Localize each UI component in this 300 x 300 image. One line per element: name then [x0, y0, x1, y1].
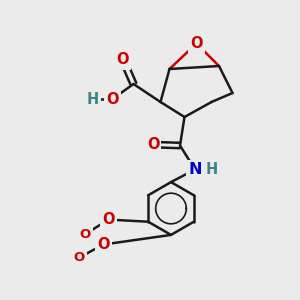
- Text: H: H: [87, 92, 99, 106]
- Text: O: O: [102, 212, 115, 227]
- Text: O: O: [80, 227, 91, 241]
- Text: H: H: [206, 162, 218, 177]
- Text: N: N: [188, 162, 202, 177]
- Text: O: O: [97, 237, 110, 252]
- Text: O: O: [190, 36, 203, 51]
- Text: O: O: [117, 52, 129, 68]
- Text: O: O: [106, 92, 119, 106]
- Text: O: O: [74, 251, 85, 264]
- Text: O: O: [147, 137, 159, 152]
